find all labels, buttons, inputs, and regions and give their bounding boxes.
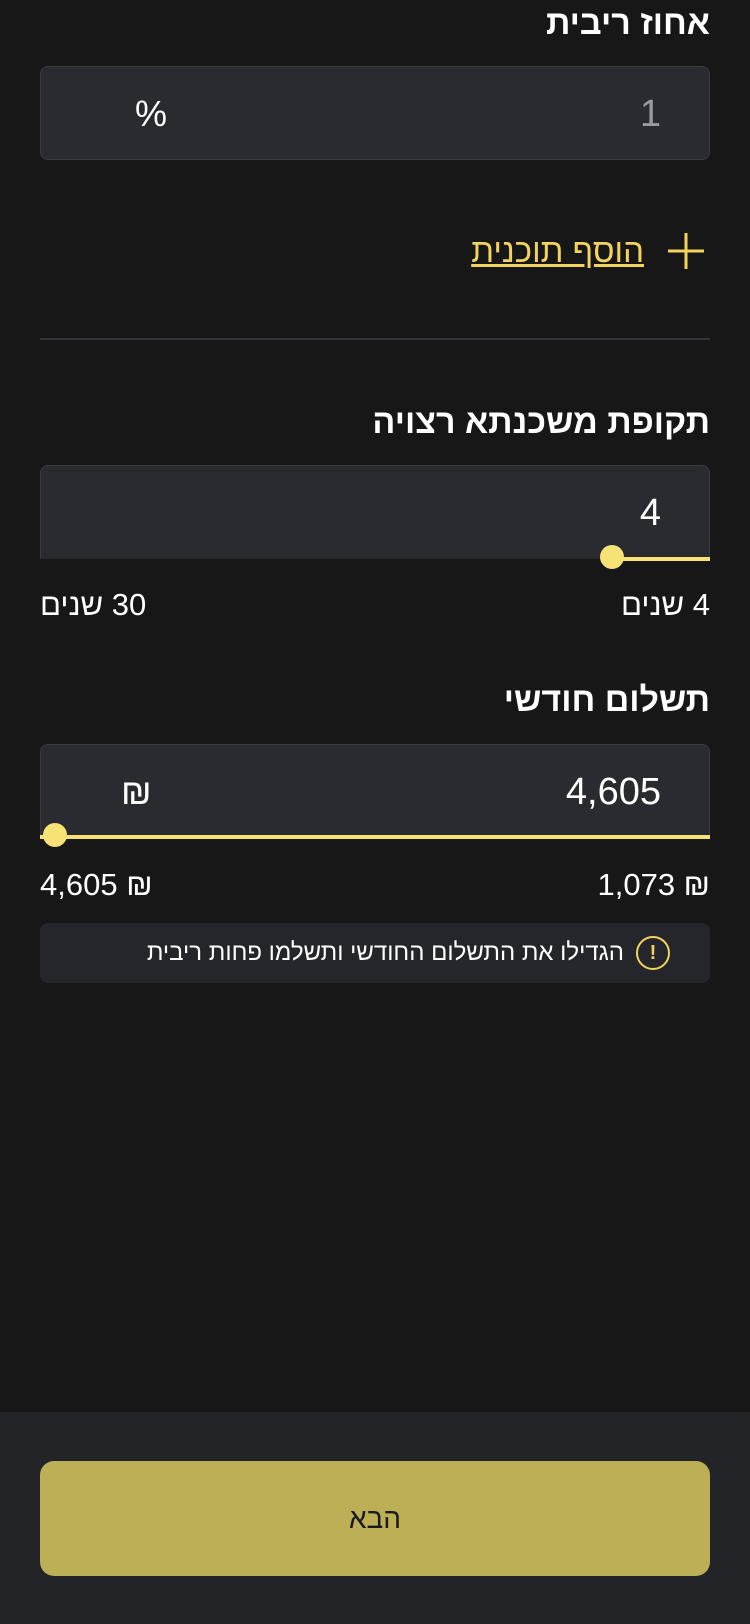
next-button[interactable]: הבא	[40, 1461, 710, 1576]
monthly-label: תשלום חודשי	[503, 681, 710, 719]
add-plan-label: הוסף תוכנית	[471, 232, 644, 269]
monthly-slider-track[interactable]	[40, 835, 710, 839]
monthly-min-label: ₪ 1,073	[597, 867, 710, 902]
tip-text: הגדילו את התשלום החודשי ותשלמו פחות ריבי…	[146, 939, 624, 966]
monthly-value[interactable]: 4,605	[565, 771, 661, 813]
period-label: תקופת משכנתא רצויה	[372, 403, 710, 441]
period-value[interactable]: 4	[639, 492, 661, 534]
monthly-max-label: ₪ 4,605	[40, 867, 153, 902]
add-plan-button[interactable]: הוסף תוכנית	[471, 226, 706, 276]
exclamation-icon: !	[636, 936, 670, 970]
plus-icon	[666, 231, 706, 271]
monthly-slider-thumb[interactable]	[43, 823, 67, 847]
interest-label: אחוז ריבית	[545, 4, 710, 42]
period-slider-thumb[interactable]	[600, 545, 624, 569]
percent-unit: %	[135, 93, 168, 134]
period-min-label: 4 שנים	[620, 587, 710, 622]
shekel-unit: ₪	[121, 771, 152, 812]
interest-field[interactable]: 1 %	[40, 66, 710, 160]
period-max-label: 30 שנים	[40, 587, 147, 622]
interest-value[interactable]: 1	[639, 93, 661, 135]
divider	[40, 338, 710, 340]
period-field[interactable]: 4	[40, 465, 710, 559]
period-slider-track[interactable]	[612, 557, 710, 561]
monthly-field[interactable]: 4,605 ₪	[40, 744, 710, 838]
tip-banner: ! הגדילו את התשלום החודשי ותשלמו פחות רי…	[40, 923, 710, 983]
